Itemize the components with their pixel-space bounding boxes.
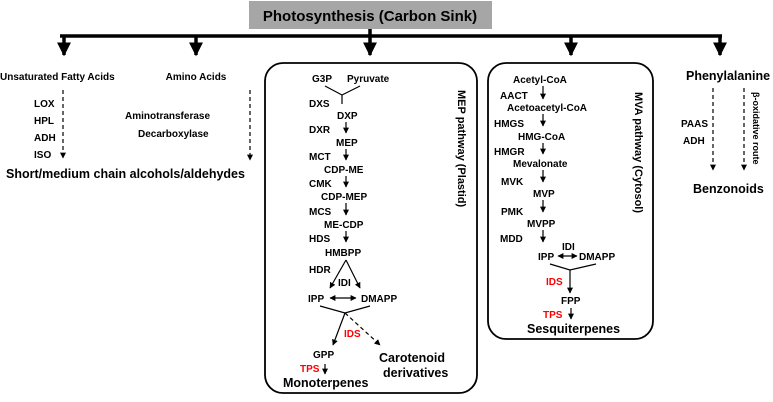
carotenoid-label-line2: derivatives: [383, 366, 448, 380]
dxp-label: DXP: [337, 111, 358, 122]
benzonoids-label: Benzonoids: [693, 182, 764, 196]
mevalonate-label: Mevalonate: [513, 159, 568, 170]
enzyme-mdd: MDD: [500, 234, 523, 245]
enzyme-aminotransferase: Aminotransferase: [125, 111, 210, 122]
enzyme-hds: HDS: [309, 234, 330, 245]
mva-ipp-label: IPP: [538, 252, 554, 263]
mep-pathway-box: MEP pathway (Plastid) G3P Pyruvate DXS D…: [264, 62, 478, 394]
enzyme-iso: ISO: [34, 150, 51, 161]
enzyme-hdr: HDR: [309, 265, 331, 276]
cdp-me-label: CDP-ME: [324, 165, 364, 176]
enzyme-cmk: CMK: [309, 179, 333, 190]
title-box: [249, 1, 492, 29]
g3p-label: G3P: [312, 74, 332, 85]
mva-pathway-label: MVA pathway (Cytosol): [632, 92, 644, 213]
amino-acid-branch: Amino Acids Aminotransferase Decarboxyla…: [125, 72, 253, 161]
mep-dmapp-label: DMAPP: [361, 294, 397, 305]
pyruvate-label: Pyruvate: [347, 74, 390, 85]
mva-idi-label: IDI: [562, 242, 575, 253]
fatty-acid-branch: Unsaturated Fatty Acids LOX HPL ADH ISO …: [0, 72, 245, 181]
carotenoid-label-line1: Carotenoid: [379, 351, 445, 365]
enzyme-mvk: MVK: [501, 177, 524, 188]
fpp-label: FPP: [561, 296, 581, 307]
enzyme-mct: MCT: [309, 152, 331, 163]
alcohols-aldehydes-label: Short/medium chain alcohols/aldehydes: [6, 167, 245, 181]
enzyme-decarboxylase: Decarboxylase: [138, 129, 209, 140]
distribution-connector: [57, 29, 727, 57]
hmg-coa-label: HMG-CoA: [518, 132, 565, 143]
enzyme-hmgs: HMGS: [494, 119, 524, 130]
amino-acids-label: Amino Acids: [166, 72, 227, 83]
enzyme-aact: AACT: [500, 91, 528, 102]
monoterpenes-label: Monoterpenes: [283, 376, 368, 390]
phenylalanine-branch: Phenylalanine PAAS ADH β-oxidative route…: [681, 69, 770, 196]
mvpp-label: MVPP: [527, 219, 556, 230]
beta-oxidative-route-label: β-oxidative route: [751, 92, 761, 165]
acetyl-coa-label: Acetyl-CoA: [513, 75, 567, 86]
mep-ids-label: IDS: [344, 329, 361, 340]
mva-dmapp-label: DMAPP: [579, 252, 615, 263]
diagram-title: Photosynthesis (Carbon Sink): [263, 8, 477, 25]
fatty-acids-label: Unsaturated Fatty Acids: [0, 72, 115, 83]
enzyme-dxr: DXR: [309, 125, 331, 136]
mep-tps-label: TPS: [300, 364, 320, 375]
me-cdp-label: ME-CDP: [324, 220, 364, 231]
enzyme-hpl: HPL: [34, 116, 54, 127]
enzyme-mcs: MCS: [309, 207, 332, 218]
enzyme-hmgr: HMGR: [494, 147, 525, 158]
gpp-label: GPP: [313, 350, 334, 361]
mvp-label: MVP: [533, 189, 555, 200]
hmbpp-label: HMBPP: [325, 248, 361, 259]
mep-pathway-label: MEP pathway (Plastid): [455, 90, 467, 207]
enzyme-paas: PAAS: [681, 119, 708, 130]
phenylalanine-label: Phenylalanine: [686, 69, 770, 83]
mva-pathway-box: MVA pathway (Cytosol) Acetyl-CoA AACT Ac…: [487, 62, 654, 340]
enzyme-lox: LOX: [34, 99, 55, 110]
enzyme-adh: ADH: [34, 133, 56, 144]
cdp-mep-label: CDP-MEP: [321, 192, 367, 203]
acetoacetyl-coa-label: Acetoacetyl-CoA: [507, 103, 587, 114]
mva-ids-label: IDS: [546, 277, 563, 288]
sesquiterpenes-label: Sesquiterpenes: [527, 322, 620, 336]
enzyme-dxs: DXS: [309, 99, 330, 110]
mep-ipp-label: IPP: [308, 294, 324, 305]
mep-label: MEP: [336, 138, 358, 149]
mva-tps-label: TPS: [543, 310, 563, 321]
mep-idi-label: IDI: [338, 278, 351, 289]
enzyme-phenyl-adh: ADH: [683, 136, 705, 147]
enzyme-pmk: PMK: [501, 207, 524, 218]
